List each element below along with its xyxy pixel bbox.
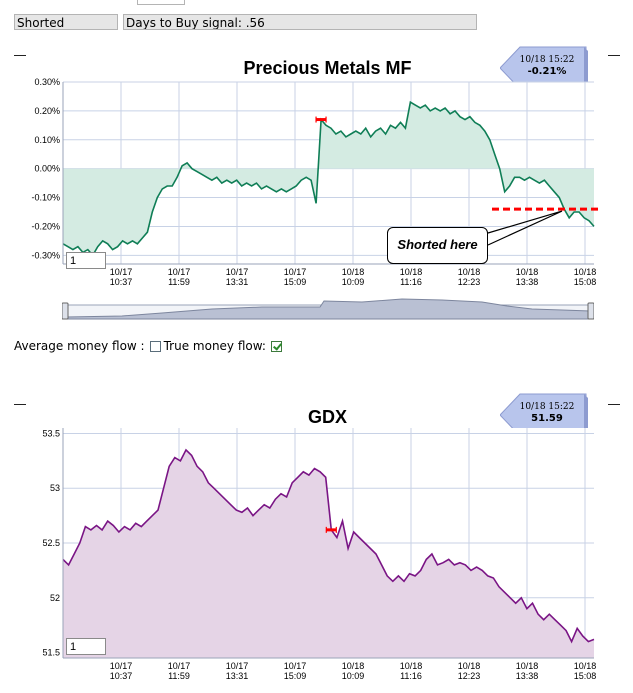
x-tick-date-1: 10/17: [168, 661, 191, 671]
last-value-callout-2: 10/18 15:22 51.59: [500, 392, 590, 438]
y-tick-label-0: 0.10%: [34, 135, 60, 145]
y-tick-label-1: 51.5: [42, 648, 60, 658]
y-tick-label-1: 53.5: [42, 428, 60, 438]
x-tick-time-0: 13:31: [226, 277, 249, 287]
tab-stub[interactable]: [137, 0, 185, 5]
x-tick-date-1: 10/18: [516, 661, 539, 671]
true-money-flow-label: True money flow:: [163, 339, 266, 353]
callout-time: 10/18 15:22: [519, 55, 575, 65]
x-tick-time-1: 13:38: [516, 671, 539, 681]
x-tick-date-1: 10/17: [110, 661, 133, 671]
gdx-zoom-input[interactable]: [66, 638, 106, 655]
x-tick-time-0: 11:59: [168, 277, 190, 287]
entry-marker: [316, 118, 327, 122]
x-tick-date-0: 10/17: [226, 267, 249, 277]
callout-value: -0.21%: [527, 66, 567, 77]
x-tick-date-1: 10/18: [342, 661, 365, 671]
x-tick-time-1: 10:09: [342, 671, 365, 681]
x-tick-time-1: 11:59: [168, 671, 190, 681]
gdx-chart: 10/1710:3710/1711:5910/1713:3110/1715:09…: [42, 428, 597, 681]
entry-marker-2: [326, 528, 337, 532]
mf-chart: 10/1710:3710/1711:5910/1713:3110/1715:09…: [31, 77, 600, 287]
x-tick-date-1: 10/18: [400, 661, 423, 671]
x-tick-date-0: 10/18: [342, 267, 365, 277]
x-tick-time-1: 13:31: [226, 671, 249, 681]
x-tick-date-0: 10/18: [574, 267, 597, 277]
navigator-left-handle[interactable]: [62, 302, 69, 320]
series-line-0: [62, 100, 595, 257]
y-tick-label-1: 52: [50, 593, 60, 603]
average-money-flow-label: Average money flow :: [14, 339, 145, 353]
y-tick-label-0: 0.20%: [34, 106, 60, 116]
x-tick-time-0: 15:08: [574, 277, 597, 287]
last-value-callout: 10/18 15:22 -0.21%: [500, 45, 590, 91]
collapse-dash-right[interactable]: [608, 55, 620, 56]
x-tick-time-1: 15:08: [574, 671, 597, 681]
y-tick-label-1: 52.5: [42, 538, 60, 548]
true-money-flow-checkbox[interactable]: [270, 340, 282, 352]
collapse-dash-right-2[interactable]: [608, 404, 620, 405]
y-tick-label-0: -0.30%: [31, 250, 60, 260]
x-tick-date-1: 10/17: [284, 661, 307, 671]
shorted-here-annotation: Shorted here: [387, 227, 488, 264]
x-tick-date-0: 10/18: [400, 267, 423, 277]
y-tick-label-0: -0.20%: [31, 221, 60, 231]
series-area-1: [63, 449, 594, 658]
y-tick-label-1: 53: [50, 483, 60, 493]
x-tick-time-0: 12:23: [458, 277, 481, 287]
collapse-dash-left-2[interactable]: [14, 404, 26, 405]
annotation-pointer: [487, 210, 563, 246]
range-navigator[interactable]: [62, 293, 594, 323]
chart-title: Precious Metals MF: [243, 58, 412, 78]
y-tick-label-0: 0.30%: [34, 77, 60, 87]
callout-arrow-shape-2: [500, 393, 588, 438]
x-tick-time-0: 10:09: [342, 277, 365, 287]
x-tick-date-1: 10/17: [226, 661, 249, 671]
navigator-right-handle[interactable]: [587, 302, 594, 320]
collapse-dash-left[interactable]: [14, 55, 26, 56]
position-status: Shorted: [14, 14, 118, 30]
chart-title-2: GDX: [307, 407, 347, 427]
x-tick-time-0: 11:16: [400, 277, 422, 287]
series-line-1: [62, 448, 595, 644]
x-tick-date-0: 10/17: [110, 267, 133, 277]
callout-time-2: 10/18 15:22: [519, 402, 575, 412]
y-tick-label-0: 0.00%: [34, 164, 60, 174]
mf-zoom-input[interactable]: [66, 252, 106, 269]
x-tick-time-1: 15:09: [284, 671, 307, 681]
x-tick-time-0: 10:37: [110, 277, 133, 287]
callout-value-2: 51.59: [531, 413, 563, 424]
x-tick-date-0: 10/17: [284, 267, 307, 277]
days-to-buy-signal: Days to Buy signal: .56: [123, 14, 477, 30]
x-tick-time-1: 10:37: [110, 671, 133, 681]
x-tick-date-0: 10/17: [168, 267, 191, 277]
y-tick-label-0: -0.10%: [31, 193, 60, 203]
x-tick-time-0: 13:38: [516, 277, 539, 287]
x-tick-date-0: 10/18: [516, 267, 539, 277]
series-area-0: [63, 102, 594, 256]
x-tick-date-1: 10/18: [458, 661, 481, 671]
x-tick-date-0: 10/18: [458, 267, 481, 277]
x-tick-time-1: 12:23: [458, 671, 481, 681]
x-tick-date-1: 10/18: [574, 661, 597, 671]
average-money-flow-checkbox[interactable]: [149, 340, 161, 352]
x-tick-time-1: 11:16: [400, 671, 422, 681]
money-flow-options: Average money flow : True money flow:: [14, 339, 285, 353]
x-tick-time-0: 15:09: [284, 277, 307, 287]
